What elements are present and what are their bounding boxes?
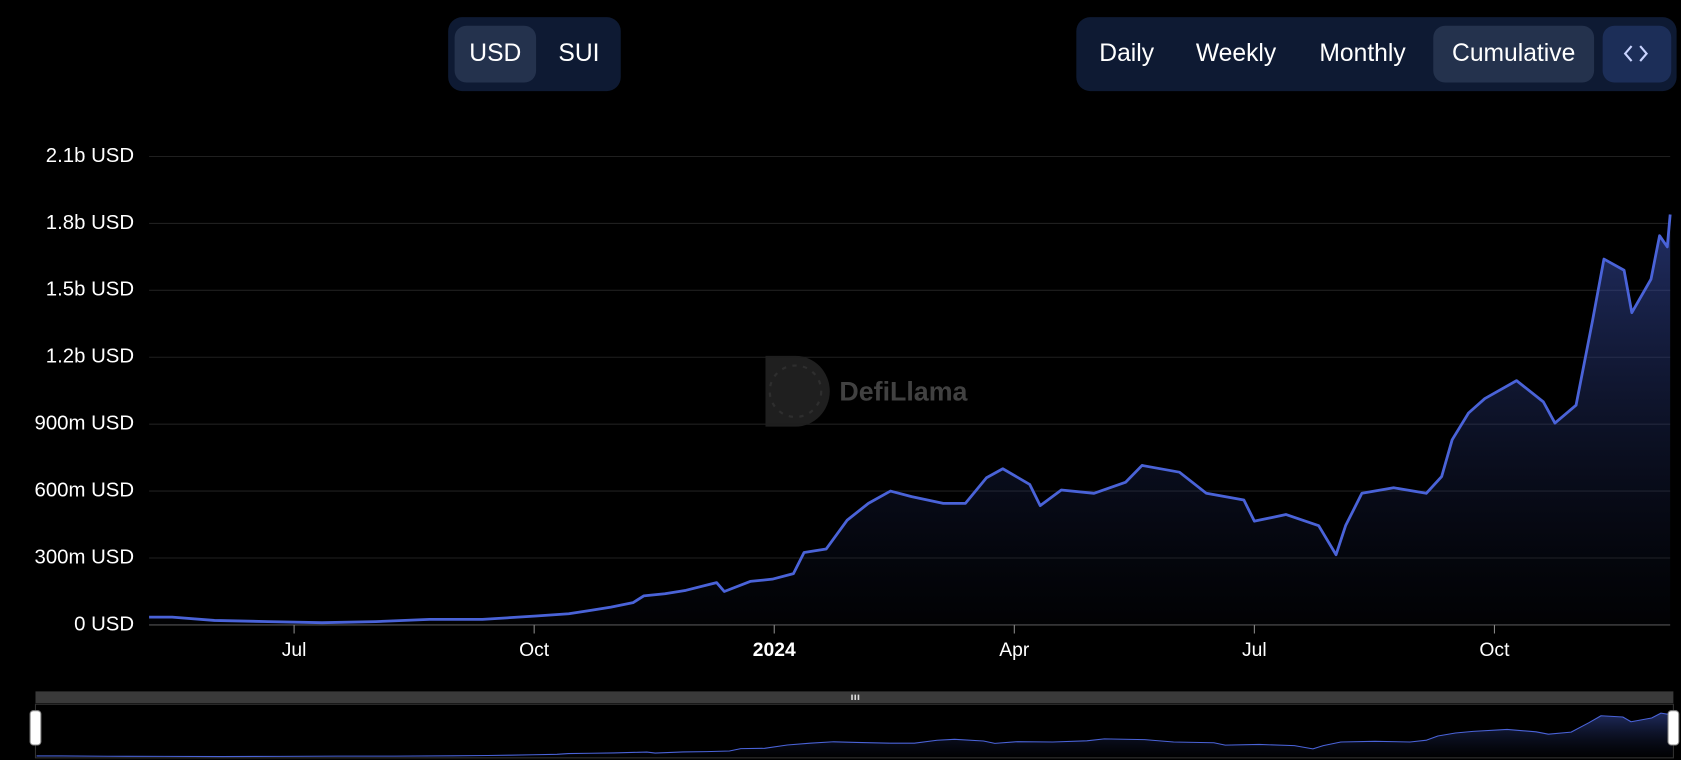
y-tick-label: 1.8b USD [46, 212, 134, 234]
x-tick-label: Apr [999, 640, 1030, 661]
watermark: DefiLlama [765, 355, 969, 427]
selected-option-bg [1433, 25, 1595, 83]
y-tick-label: 600m USD [35, 479, 135, 501]
y-tick-label: 1.5b USD [46, 279, 134, 301]
toggle-option[interactable]: Cumulative [1452, 40, 1575, 67]
brush-handle[interactable] [29, 710, 42, 746]
x-tick-label: 2024 [753, 640, 796, 661]
y-tick-label: 1.2b USD [46, 346, 134, 368]
brush-handle[interactable] [1667, 710, 1680, 746]
x-tick-label: Jul [1242, 640, 1267, 661]
y-tick-label: 0 USD [74, 613, 134, 635]
series-area [149, 214, 1671, 625]
y-tick-label: 900m USD [35, 413, 135, 435]
toggle-option[interactable]: USD [469, 40, 521, 67]
toggle-option[interactable]: Weekly [1196, 40, 1277, 67]
selected-option-bg [454, 25, 537, 83]
y-tick-label: 300m USD [35, 546, 135, 568]
watermark-text: DefiLlama [839, 376, 968, 406]
toggle-option[interactable]: SUI [558, 40, 599, 67]
series-line [149, 214, 1672, 625]
brush-bar[interactable] [35, 691, 1674, 704]
toggle-option[interactable]: Monthly [1319, 40, 1406, 67]
brush-line [36, 710, 1673, 758]
x-tick-label: Jul [282, 640, 307, 661]
brush-grip [851, 694, 860, 700]
embed-button[interactable] [1602, 25, 1672, 83]
toggle-option[interactable]: Daily [1099, 40, 1154, 67]
y-tick-label: 2.1b USD [46, 145, 134, 167]
x-tick-label: Oct [519, 640, 550, 661]
brush-area [36, 710, 1673, 757]
x-tick-label: Oct [1479, 640, 1510, 661]
